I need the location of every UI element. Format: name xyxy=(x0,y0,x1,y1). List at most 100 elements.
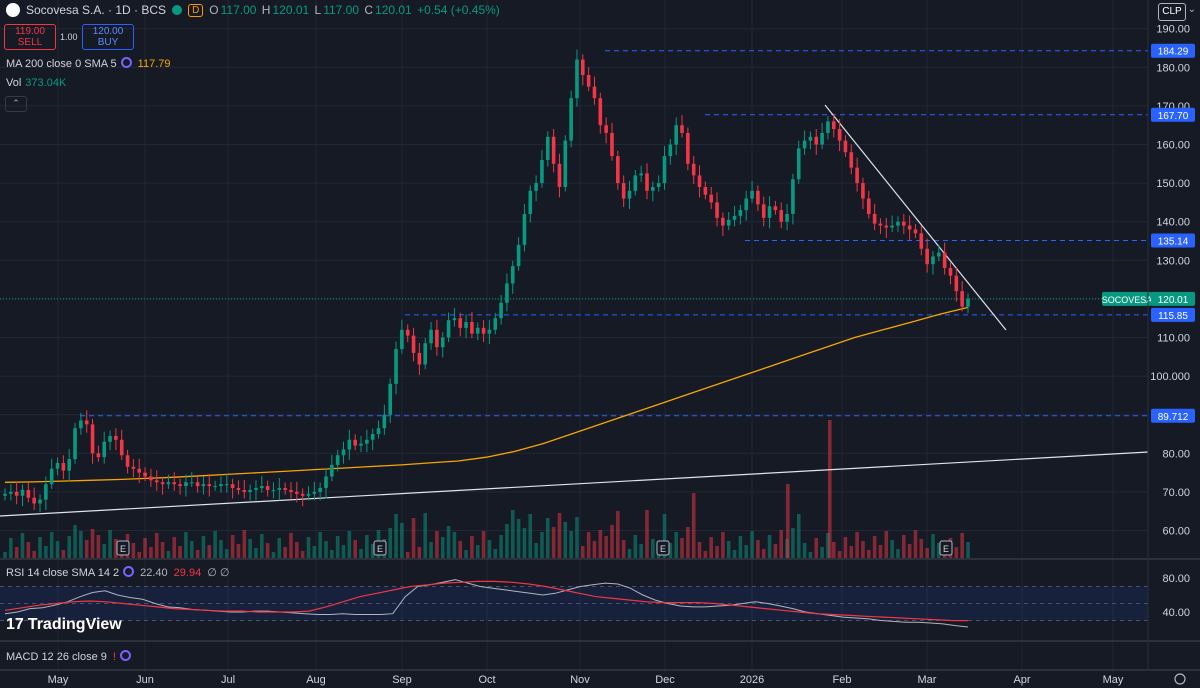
volume-bar xyxy=(697,542,702,558)
volume-bar xyxy=(849,546,854,558)
rsi-tick-label: 40.00 xyxy=(1162,607,1190,619)
candle-body xyxy=(306,493,311,496)
candle-body xyxy=(423,343,428,365)
volume-bar xyxy=(20,533,25,558)
currency-button[interactable]: CLP xyxy=(1158,3,1186,21)
volume-bar xyxy=(9,538,13,558)
volume-bar xyxy=(365,535,369,558)
volume-bar xyxy=(831,542,836,558)
candle-body xyxy=(335,455,340,465)
candle-body xyxy=(254,488,258,490)
volume-bar xyxy=(102,544,107,558)
volume-bar xyxy=(423,513,428,558)
volume-bar xyxy=(470,536,474,558)
collapse-legend-button[interactable]: ⌃ xyxy=(5,96,27,112)
candle-body xyxy=(330,464,334,477)
sell-label: SELL xyxy=(17,37,43,48)
candle-body xyxy=(189,482,194,484)
earnings-marker-label: E xyxy=(943,544,949,554)
delayed-badge[interactable]: D xyxy=(188,3,204,17)
candle-body xyxy=(347,439,352,450)
candle-body xyxy=(38,499,42,504)
buy-label: BUY xyxy=(97,37,119,48)
volume-bar xyxy=(493,549,498,558)
candle-body xyxy=(3,493,7,496)
ma-legend[interactable]: MA 200 close 0 SMA 5 117.79 xyxy=(6,57,171,70)
volume-label: Vol xyxy=(6,77,22,89)
candle-body xyxy=(744,198,749,211)
volume-bar xyxy=(691,493,696,558)
volume-bar xyxy=(808,552,813,558)
volume-bar xyxy=(55,541,60,558)
horizontal-levels xyxy=(0,50,1148,417)
candle-body xyxy=(429,329,433,344)
volume-bar xyxy=(890,540,894,558)
indicator-settings-icon[interactable] xyxy=(120,57,132,68)
sell-button[interactable]: 119.00 SELL xyxy=(4,24,56,50)
candle-body xyxy=(394,349,398,384)
rsi-legend[interactable]: RSI 14 close SMA 14 2 22.40 29.94 ∅ ∅ xyxy=(6,566,229,579)
volume-bar xyxy=(516,519,521,558)
volume-bar xyxy=(709,537,713,558)
candle-body xyxy=(913,229,918,234)
candle-body xyxy=(750,190,754,199)
candle-body xyxy=(9,491,13,494)
volume-bar xyxy=(475,545,480,558)
symbol-title[interactable]: Socovesa S.A. · 1D · BCS xyxy=(26,3,167,17)
volume-bar xyxy=(902,535,906,558)
volume-bar xyxy=(242,530,247,558)
volume-bar xyxy=(195,550,200,558)
time-tick-label: Jul xyxy=(221,674,235,686)
candle-body xyxy=(108,435,112,442)
candle-body xyxy=(230,484,235,489)
tradingview-mark-icon: 17 xyxy=(6,616,24,633)
volume-bar xyxy=(295,542,299,558)
volume-bar xyxy=(855,532,859,558)
time-tick-label: Oct xyxy=(478,674,495,686)
volume-legend[interactable]: Vol 373.04K xyxy=(6,77,66,89)
volume-bar xyxy=(750,531,754,558)
candle-body xyxy=(761,204,766,218)
volume-bar xyxy=(440,537,445,558)
volume-bar xyxy=(954,547,959,558)
rsi-settings-icon[interactable] xyxy=(123,566,135,577)
price-tick-label: 110.00 xyxy=(1157,333,1190,345)
candle-body xyxy=(557,163,562,187)
volume-bar xyxy=(324,541,328,558)
candle-body xyxy=(785,213,789,222)
buy-button[interactable]: 120.00 BUY xyxy=(82,24,134,50)
candle-body xyxy=(271,489,276,491)
volume-bar xyxy=(429,542,433,558)
volume-bar xyxy=(154,533,159,558)
volume-bar xyxy=(872,536,877,558)
candle-body xyxy=(902,221,906,226)
candle-body xyxy=(400,329,404,350)
volume-bar xyxy=(919,539,924,558)
candle-body xyxy=(283,488,287,490)
volume-bar xyxy=(837,551,842,558)
volume-bar xyxy=(236,544,241,558)
symbol-tag-label: SOCOVESA xyxy=(1102,295,1153,305)
volume-bar xyxy=(458,541,463,558)
candle-body xyxy=(417,352,422,365)
volume-bar xyxy=(67,536,71,558)
volume-bar xyxy=(802,543,807,558)
volume-bar xyxy=(166,551,171,558)
candle-body xyxy=(376,428,381,434)
macd-settings-icon[interactable] xyxy=(119,650,131,661)
volume-bar xyxy=(604,536,608,558)
volume-bar xyxy=(201,536,206,558)
macd-legend[interactable]: MACD 12 26 close 9! xyxy=(6,650,131,663)
price-tick-label: 180.00 xyxy=(1156,62,1190,74)
candle-body xyxy=(563,140,568,187)
candle-body xyxy=(405,329,410,336)
volume-bar xyxy=(90,529,95,558)
time-settings-icon xyxy=(1174,673,1186,685)
rsi-extra: ∅ ∅ xyxy=(207,567,230,579)
chevron-down-icon[interactable]: ⌄ xyxy=(1187,4,1196,15)
volume-bar xyxy=(960,533,964,558)
volume-bar xyxy=(96,535,101,558)
earnings-marker xyxy=(939,540,953,556)
